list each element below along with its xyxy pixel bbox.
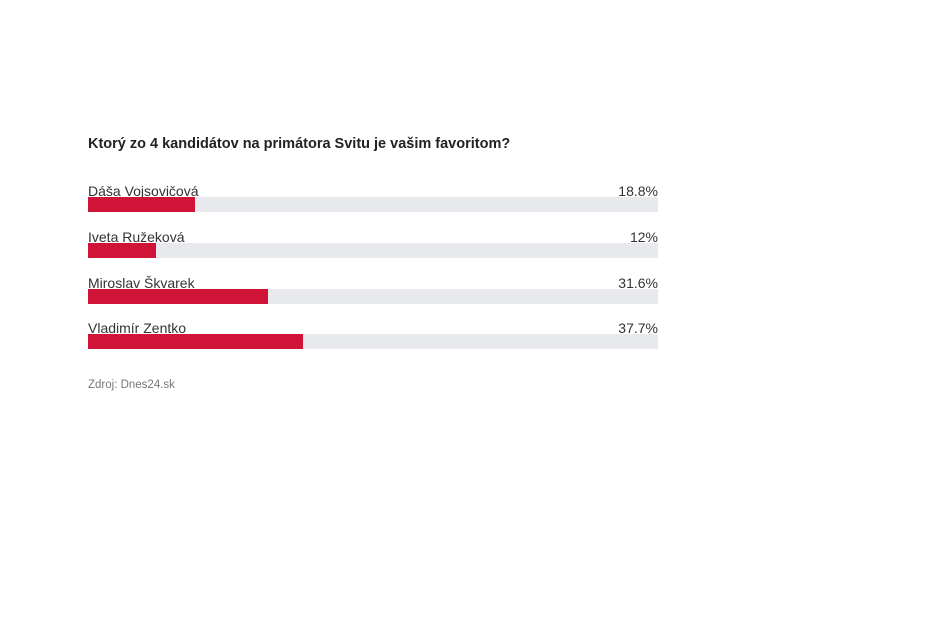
bar-row: Dáša Vojsovičová 18.8% [88,183,658,223]
bar-row: Vladimír Zentko 37.7% [88,320,658,360]
bar-track [88,243,658,258]
value-label: 37.7% [618,320,658,336]
value-label: 18.8% [618,183,658,199]
bar-label: Dáša Vojsovičová [88,183,199,199]
value-label: 12% [629,229,658,245]
bar-track [88,289,658,304]
value-label: 31.6% [618,275,658,291]
source-note: Zdroj: Dnes24.sk [88,379,175,391]
bar-label: Iveta Ružeková [88,229,185,245]
bar-row: Miroslav Škvarek 31.6% [88,275,658,315]
chart-title: Ktorý zo 4 kandidátov na primátora Svitu… [88,136,511,152]
bar [88,289,269,304]
bar-row: Iveta Ružeková 12% [88,229,658,269]
bar [88,243,157,258]
bar-track [88,197,658,212]
bar [88,334,303,349]
bar-track [88,334,658,349]
bar [88,197,196,212]
bar-label: Miroslav Škvarek [88,275,195,291]
bar-label: Vladimír Zentko [88,320,187,336]
